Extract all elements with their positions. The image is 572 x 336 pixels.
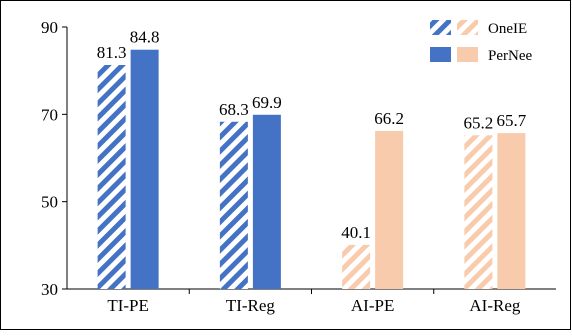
x-tick-label: TI-PE bbox=[107, 296, 149, 315]
y-tick-label: 50 bbox=[41, 193, 58, 212]
data-label: 69.9 bbox=[252, 93, 282, 112]
bar-oneie-ti-pe bbox=[97, 64, 126, 290]
bar-oneie-ti-reg bbox=[219, 121, 248, 289]
data-label: 65.7 bbox=[497, 111, 527, 130]
data-label: 65.2 bbox=[464, 113, 494, 132]
data-label: 68.3 bbox=[219, 100, 249, 119]
x-tick-label: AI-PE bbox=[351, 296, 394, 315]
x-tick-label: TI-Reg bbox=[226, 296, 276, 315]
y-tick-label: 90 bbox=[41, 18, 58, 37]
data-label: 66.2 bbox=[374, 109, 404, 128]
data-label: 81.3 bbox=[97, 43, 127, 62]
bar-pernee-ai-reg bbox=[497, 133, 526, 289]
legend-swatch-oneie bbox=[457, 20, 478, 35]
data-label: 40.1 bbox=[341, 223, 371, 242]
legend-swatch-pernee bbox=[457, 47, 478, 62]
bar-pernee-ai-pe bbox=[375, 130, 404, 289]
bar-oneie-ai-reg bbox=[464, 135, 493, 289]
y-tick-label: 70 bbox=[41, 105, 58, 124]
legend-swatch-oneie bbox=[430, 20, 451, 35]
legend-label: OneIE bbox=[488, 21, 527, 37]
bar-pernee-ti-reg bbox=[252, 114, 281, 290]
data-label: 84.8 bbox=[130, 28, 160, 47]
legend-label: PerNee bbox=[488, 48, 532, 64]
bar-oneie-ai-pe bbox=[342, 244, 371, 289]
legend-swatch-pernee bbox=[430, 47, 451, 62]
y-tick-label: 30 bbox=[41, 280, 58, 299]
bar-pernee-ti-pe bbox=[130, 49, 159, 289]
x-tick-label: AI-Reg bbox=[469, 296, 520, 315]
